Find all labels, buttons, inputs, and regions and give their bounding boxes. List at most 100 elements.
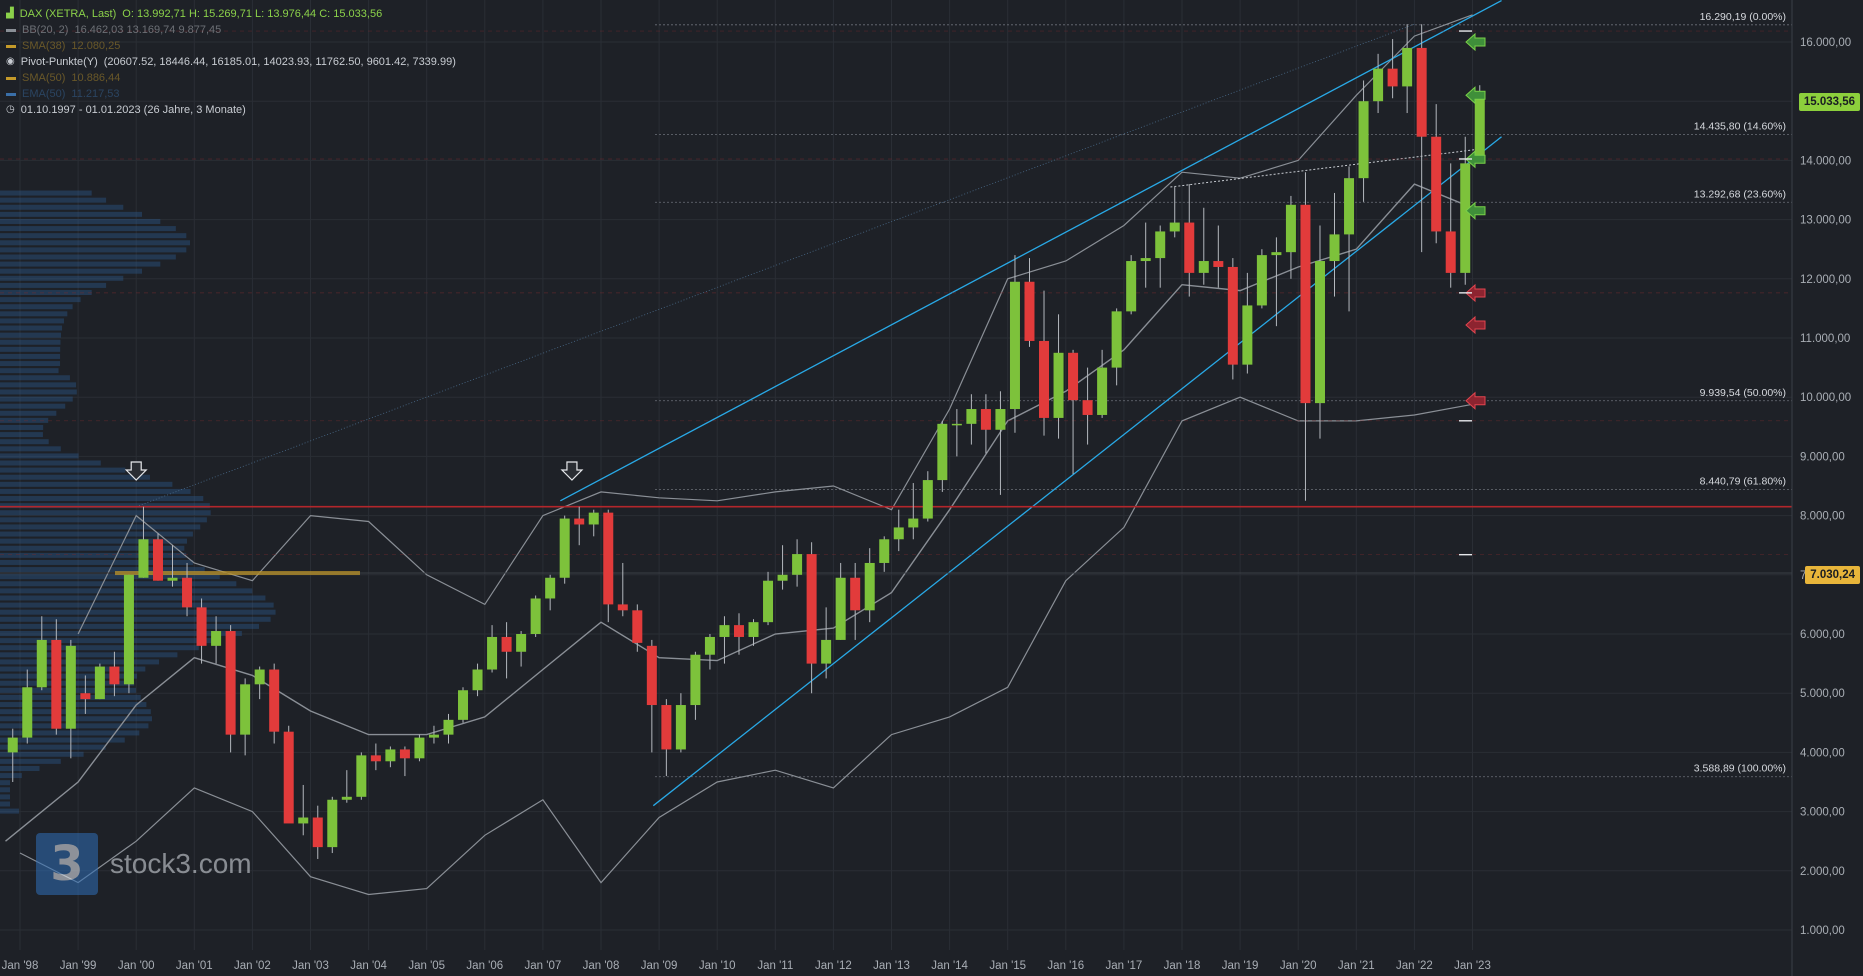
candle-down <box>1416 47 1427 137</box>
price-axis: 1.000,00 2.000,00 3.000,00 4.000,00 5.000,00… <box>1791 0 1863 976</box>
candle-up <box>966 409 977 424</box>
sma38-label: SMA(38) <box>22 40 66 52</box>
candle-up <box>1097 367 1108 415</box>
volume-profile-bar <box>0 638 222 644</box>
candle-down <box>806 554 817 664</box>
time-tick-label: Jan '12 <box>815 960 852 972</box>
volume-profile-bar <box>0 254 176 260</box>
volume-profile-bar <box>0 375 70 381</box>
volume-profile-bar <box>0 538 187 544</box>
candle-up <box>385 749 396 762</box>
legend-bb[interactable]: BB(20, 2) 16.462,03 13.169,74 9.877,45 <box>6 22 456 38</box>
time-tick-label: Jan '20 <box>1280 960 1317 972</box>
legend-sma38[interactable]: SMA(38) 12.080,25 <box>6 38 456 54</box>
time-tick-label: Jan '18 <box>1164 960 1201 972</box>
candle-down <box>733 625 744 637</box>
candle-up <box>1111 311 1122 368</box>
candle-up <box>690 654 701 706</box>
trend-channel <box>136 0 1502 807</box>
date-range: 01.10.1997 - 01.01.2023 (26 Jahre, 3 Mon… <box>20 104 246 116</box>
volume-profile-bar <box>0 794 10 800</box>
volume-profile-bar <box>0 311 68 317</box>
volume-profile-bar <box>0 297 81 303</box>
sma50-swatch <box>6 76 16 80</box>
candle-up <box>1140 258 1151 262</box>
volume-profile-bar <box>0 467 126 473</box>
candle-up <box>123 574 134 685</box>
price-axis-panel <box>1792 0 1863 976</box>
candle-up <box>36 639 47 688</box>
candle-up <box>65 645 76 729</box>
candle-up <box>951 423 962 426</box>
volume-profile-bar <box>0 282 107 288</box>
channel-upper-line <box>560 0 1502 502</box>
volume-profile-bar <box>0 211 143 217</box>
volume-profile-bar <box>0 510 211 516</box>
ema50-value: 11.217,53 <box>71 88 120 100</box>
price-tick-label: 11.000,00 <box>1800 333 1850 345</box>
stock3-logo-mark: 3 <box>36 833 98 895</box>
candle-up <box>341 796 352 800</box>
candle-up <box>1009 281 1020 410</box>
target-icon: ◉ <box>6 56 15 67</box>
price-tick-label: 16.000,00 <box>1800 37 1851 49</box>
time-tick-label: Jan '09 <box>641 960 678 972</box>
volume-profile-bar <box>0 559 194 565</box>
candle-up <box>22 687 33 738</box>
volume-profile-bar <box>0 567 205 573</box>
candle-up <box>7 737 18 753</box>
volume-profile-bar <box>0 460 101 466</box>
volume-profile-bar <box>0 389 77 395</box>
candle-up <box>254 669 265 685</box>
volume-profile-bar <box>0 780 10 786</box>
volume-profile-bar <box>0 382 77 388</box>
candle-up <box>1402 47 1413 87</box>
bb-values: 16.462,03 13.169,74 9.877,45 <box>74 24 222 36</box>
candle-down <box>1300 204 1311 404</box>
volume-profile-bar <box>0 268 143 274</box>
volume-profile-bar <box>0 581 237 587</box>
volume-profile-bar <box>0 481 173 487</box>
volume-profile-bar <box>0 403 66 409</box>
candle-down <box>312 817 323 848</box>
stock3-logo-text: stock3.com <box>110 848 252 879</box>
bb-label: BB(20, 2) <box>22 24 69 36</box>
bb-swatch <box>6 28 16 32</box>
volume-profile-bar <box>0 545 185 551</box>
legend-pivot[interactable]: ◉ Pivot-Punkte(Y) (20607.52, 18446.44, 1… <box>6 54 456 70</box>
candle-up <box>443 719 454 735</box>
volume-profile-bar <box>0 531 193 537</box>
fibonacci-label: 14.435,80 (14.60%) <box>1694 121 1786 133</box>
volume-profile-bar <box>0 517 207 523</box>
clock-icon: ◷ <box>6 104 15 115</box>
ohlc-values: O: 13.992,71 H: 15.269,71 L: 13.976,44 C… <box>122 8 383 20</box>
current-price-tag: 15.033,56 <box>1798 93 1860 111</box>
candle-up <box>1053 352 1064 418</box>
volume-profile-bar <box>0 275 124 281</box>
candle-up <box>472 669 483 691</box>
chart-icon: ▟ <box>6 8 14 19</box>
volume-profile-bar <box>0 616 271 622</box>
legend-ema50[interactable]: EMA(50) 11.217,53 <box>6 86 456 102</box>
volume-profile-bar <box>0 716 153 722</box>
candle-up <box>356 755 367 797</box>
candle-up <box>1344 178 1355 235</box>
time-tick-label: Jan '14 <box>931 960 968 972</box>
price-tick-label: 12.000,00 <box>1800 274 1851 286</box>
bollinger-lower <box>19 396 1473 896</box>
legend-sma50[interactable]: SMA(50) 10.886,44 <box>6 70 456 86</box>
candle-up <box>835 577 846 640</box>
candle-down <box>603 512 614 605</box>
candle-up <box>414 737 425 759</box>
ema50-label: EMA(50) <box>22 88 66 100</box>
volume-profile-bar <box>0 758 61 764</box>
candle-up <box>704 636 715 655</box>
candle-up <box>1314 261 1325 404</box>
down-arrow-icon <box>124 461 148 481</box>
candle-up <box>458 690 469 720</box>
volume-profile-bar <box>0 346 61 352</box>
time-tick-label: Jan '22 <box>1396 960 1433 972</box>
candle-up <box>559 518 570 578</box>
candle-up <box>588 512 599 525</box>
